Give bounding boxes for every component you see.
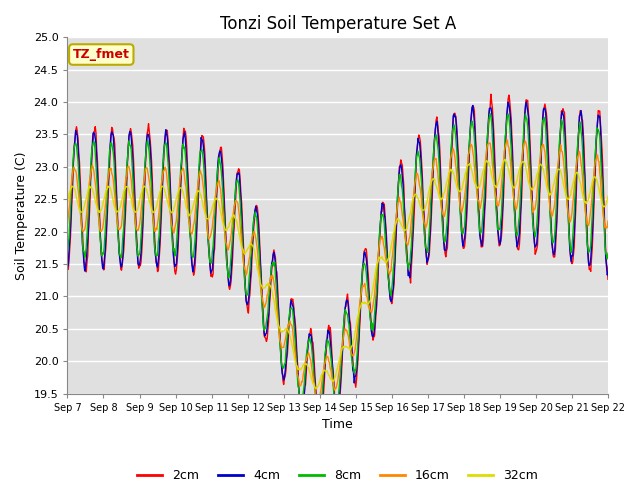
- 4cm: [604, 270, 612, 276]
- 16cm: [556, 147, 564, 153]
- Title: Tonzi Soil Temperature Set A: Tonzi Soil Temperature Set A: [220, 15, 456, 33]
- 2cm: [330, 380, 338, 385]
- Line: 32cm: 32cm: [67, 159, 608, 389]
- 16cm: [604, 218, 612, 224]
- 4cm: [556, 134, 564, 140]
- 16cm: [314, 398, 321, 404]
- Line: 8cm: 8cm: [67, 114, 608, 419]
- 4cm: [383, 242, 390, 248]
- 8cm: [383, 252, 390, 258]
- 2cm: [182, 134, 190, 140]
- 8cm: [486, 111, 494, 117]
- 32cm: [436, 195, 444, 201]
- 32cm: [604, 193, 612, 199]
- 8cm: [63, 249, 71, 255]
- 32cm: [205, 215, 213, 221]
- 16cm: [182, 185, 190, 191]
- 8cm: [556, 132, 564, 138]
- 2cm: [205, 250, 213, 256]
- 4cm: [436, 163, 444, 169]
- 16cm: [330, 384, 338, 390]
- Line: 2cm: 2cm: [67, 94, 608, 429]
- Y-axis label: Soil Temperature (C): Soil Temperature (C): [15, 151, 28, 280]
- 2cm: [487, 91, 495, 97]
- 4cm: [522, 99, 530, 105]
- 2cm: [383, 234, 390, 240]
- Text: TZ_fmet: TZ_fmet: [73, 48, 130, 61]
- 2cm: [63, 263, 71, 269]
- 2cm: [436, 147, 444, 153]
- 32cm: [182, 204, 190, 209]
- 32cm: [383, 259, 390, 265]
- 8cm: [330, 392, 338, 398]
- 4cm: [205, 254, 213, 260]
- Line: 16cm: 16cm: [67, 140, 608, 401]
- 32cm: [556, 167, 564, 172]
- 4cm: [330, 390, 338, 396]
- X-axis label: Time: Time: [323, 418, 353, 431]
- 4cm: [63, 264, 71, 270]
- 8cm: [436, 177, 444, 183]
- 16cm: [63, 221, 71, 227]
- 8cm: [316, 416, 324, 421]
- 2cm: [604, 276, 612, 282]
- 4cm: [316, 422, 324, 428]
- 32cm: [501, 156, 509, 162]
- 2cm: [556, 139, 564, 145]
- 16cm: [436, 191, 444, 196]
- 8cm: [182, 162, 190, 168]
- 16cm: [205, 235, 213, 241]
- 16cm: [504, 137, 511, 143]
- 32cm: [63, 201, 71, 206]
- 4cm: [182, 147, 190, 153]
- 32cm: [330, 377, 338, 383]
- 16cm: [383, 259, 390, 265]
- 8cm: [604, 251, 612, 256]
- 8cm: [205, 254, 213, 260]
- 2cm: [315, 426, 323, 432]
- 32cm: [312, 386, 320, 392]
- Line: 4cm: 4cm: [67, 102, 608, 425]
- Legend: 2cm, 4cm, 8cm, 16cm, 32cm: 2cm, 4cm, 8cm, 16cm, 32cm: [132, 464, 543, 480]
